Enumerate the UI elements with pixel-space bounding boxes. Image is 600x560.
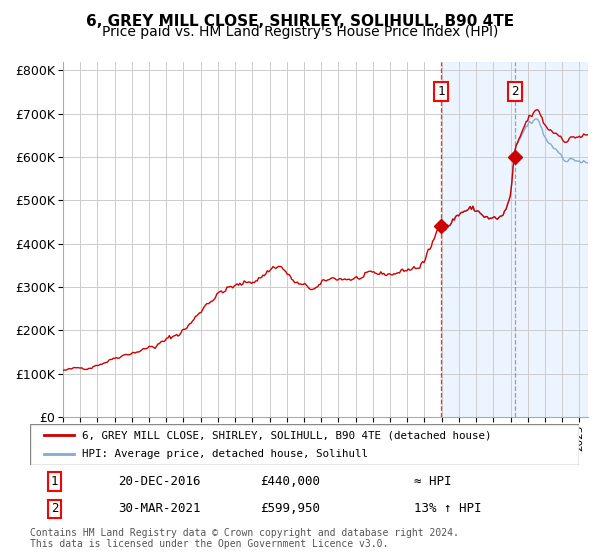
Bar bbox=[441, 62, 588, 417]
Text: Price paid vs. HM Land Registry's House Price Index (HPI): Price paid vs. HM Land Registry's House … bbox=[102, 26, 498, 39]
Text: £599,950: £599,950 bbox=[260, 502, 320, 515]
Text: 1: 1 bbox=[51, 475, 58, 488]
Text: 13% ↑ HPI: 13% ↑ HPI bbox=[414, 502, 482, 515]
Text: 1: 1 bbox=[437, 85, 445, 99]
Text: £440,000: £440,000 bbox=[260, 475, 320, 488]
Text: 6, GREY MILL CLOSE, SHIRLEY, SOLIHULL, B90 4TE (detached house): 6, GREY MILL CLOSE, SHIRLEY, SOLIHULL, B… bbox=[82, 431, 491, 440]
Text: 2: 2 bbox=[511, 85, 518, 99]
Text: 2: 2 bbox=[51, 502, 58, 515]
Text: 20-DEC-2016: 20-DEC-2016 bbox=[118, 475, 200, 488]
FancyBboxPatch shape bbox=[30, 424, 579, 465]
Text: Contains HM Land Registry data © Crown copyright and database right 2024.
This d: Contains HM Land Registry data © Crown c… bbox=[30, 528, 459, 549]
Text: 30-MAR-2021: 30-MAR-2021 bbox=[118, 502, 200, 515]
Text: ≈ HPI: ≈ HPI bbox=[414, 475, 452, 488]
Text: HPI: Average price, detached house, Solihull: HPI: Average price, detached house, Soli… bbox=[82, 449, 368, 459]
Text: 6, GREY MILL CLOSE, SHIRLEY, SOLIHULL, B90 4TE: 6, GREY MILL CLOSE, SHIRLEY, SOLIHULL, B… bbox=[86, 14, 514, 29]
